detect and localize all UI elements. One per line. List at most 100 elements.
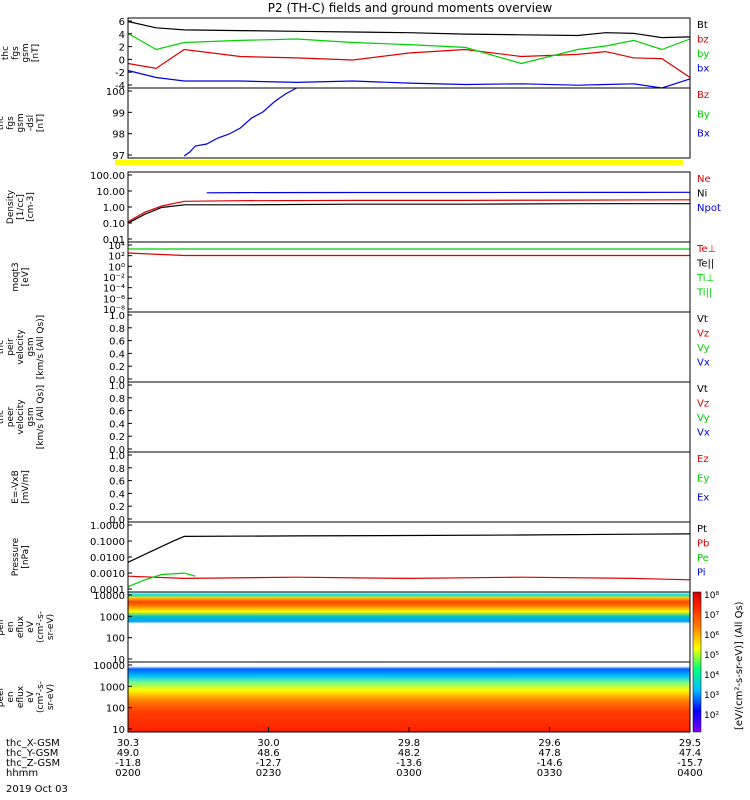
y-axis-label: moqt3 [eV]: [11, 262, 31, 291]
y-tick-label: 0.0100: [90, 553, 125, 564]
x-row-value: -13.6: [396, 758, 422, 769]
legend-entry: Ti||: [696, 288, 712, 299]
x-row-value: 0200: [115, 768, 140, 779]
series-by-p1: [127, 32, 691, 65]
legend-entry: Bt: [697, 20, 708, 31]
y-label-line: eV: [26, 620, 36, 633]
legend-entry: Vx: [697, 358, 710, 369]
x-row-value: 29.8: [398, 738, 420, 749]
panel-6: 1.0 0.8 0.60.4 0.2 0.0 thc peer velocity gsm [km/…: [0, 381, 710, 456]
y-label-line: thc: [1, 46, 11, 60]
y-label-line: E=-VxB: [11, 470, 21, 504]
heatmap-9: [128, 592, 690, 662]
y-label-line: sr-eV): [46, 684, 56, 710]
colorbar-label: [eV/(cm²-s-sr-eV)] (All Qs): [734, 601, 745, 730]
y-axis-label: E=-VxB [mV/m]: [11, 470, 31, 504]
legend-entry: Pi: [697, 568, 706, 579]
y-label-line: [nT]: [31, 44, 41, 62]
series-te-p4: [127, 252, 690, 257]
y-tick-label: -4: [115, 81, 125, 92]
y-label-line: velocity: [16, 399, 26, 435]
y-tick-label: 10⁴: [108, 241, 125, 252]
y-axis-label: thc peer velocity gsm [km/s (All Qs)]: [0, 385, 46, 449]
colorbar-scale: [692, 591, 702, 733]
x-row-value: 48.6: [257, 748, 279, 759]
y-tick-label: 0.0: [109, 445, 125, 456]
legend-entry: bx: [697, 64, 709, 75]
y-tick-label: 0.2: [109, 362, 125, 373]
y-tick-label: 0.8: [109, 324, 125, 335]
y-label-line: velocity: [16, 329, 26, 365]
y-tick-label: 10⁻²: [103, 273, 125, 284]
y-tick-label: -2: [115, 68, 125, 79]
y-tick-label: 0.0: [109, 515, 125, 526]
colorbar-tick: 10⁸: [704, 591, 719, 601]
legend-entry: Te⊥: [696, 244, 716, 255]
y-tick-label: 10⁻⁸: [103, 305, 125, 316]
y-label-line: en: [6, 621, 16, 632]
legend-entry: Ez: [697, 454, 709, 465]
x-row-value: 30.3: [117, 738, 139, 749]
y-label-line: Density: [6, 189, 16, 224]
y-tick-label: 100: [106, 87, 125, 98]
y-tick-label: 0.4: [109, 419, 125, 430]
series-bz-p1: [127, 48, 691, 78]
y-label-line: gsm: [21, 43, 31, 62]
y-axis-label: thc fgs gsm [nT]: [1, 43, 41, 62]
status-bar-yellow: [115, 160, 683, 165]
heatmap-10: [128, 662, 690, 732]
y-label-line: sr-eV): [46, 614, 56, 640]
legend-entry: Npot: [697, 203, 721, 214]
y-tick-label: 0.0010: [90, 569, 125, 580]
y-tick-label: 4: [119, 30, 125, 41]
y-label-line: thc: [0, 410, 6, 424]
x-row-value: 0230: [256, 768, 281, 779]
y-label-line: [nT]: [36, 114, 46, 132]
y-label-line: [km/s (All Qs)]: [36, 315, 46, 379]
y-label-line: [nPa]: [21, 545, 31, 568]
y-tick-label: 10000: [93, 661, 125, 672]
x-row-name: thc_X-GSM: [6, 738, 60, 749]
x-row-value: -12.7: [256, 758, 282, 769]
y-tick-label: 1.0000: [90, 521, 125, 532]
y-tick-label: 10⁰: [108, 262, 125, 273]
panel-2: 100 99 98 97 thc fgs gsm -dsl [nT] Bz By Bx: [0, 87, 710, 162]
y-label-line: moqt3: [11, 262, 21, 291]
y-label-line: [1/cc]: [16, 194, 26, 220]
y-tick-label: 0.8: [109, 464, 125, 475]
date-label: 2019 Oct 03: [6, 784, 68, 795]
y-label-line: gsm: [26, 407, 36, 426]
y-label-line: [km/s (All Qs)]: [36, 385, 46, 449]
y-axis-label: Density [1/cc] [cm-3]: [6, 189, 36, 224]
y-label-line: eflux: [16, 685, 26, 708]
y-label-line: [mV/m]: [21, 470, 31, 504]
y-axis-label: Pressure [nPa]: [11, 537, 31, 576]
y-axis-label: thc peir velocity gsm [km/s (All Qs)]: [0, 315, 46, 379]
x-row-value: 29.5: [679, 738, 701, 749]
y-tick-label: 0.4: [109, 489, 125, 500]
series-pe-p8: [127, 572, 196, 588]
legend-entry: Vt: [697, 384, 708, 395]
legend-entry: Bz: [697, 90, 709, 101]
legend-entry: Vy: [697, 413, 710, 424]
y-tick-label: 0.6: [109, 477, 125, 488]
x-row-name: hhmm: [6, 768, 38, 779]
y-label-line: en: [6, 691, 16, 702]
colorbar-tick: 10⁵: [704, 651, 719, 661]
x-row-name: thc_Y-GSM: [6, 748, 58, 759]
legend-entry: Ne: [697, 174, 711, 185]
x-row-value: 47.8: [538, 748, 560, 759]
panel-8: 1.0000 0.1000 0.0100 0.0010 0.0001 Pressure [n…: [11, 521, 709, 596]
legend-entry: by: [697, 49, 709, 60]
y-tick-label: 0.2: [109, 432, 125, 443]
y-label-line: -dsl: [26, 115, 36, 131]
y-tick-label: 10: [112, 725, 125, 736]
legend-entry: Ey: [697, 473, 709, 484]
series-bx-p1: [127, 69, 691, 89]
y-tick-label: 10⁻⁴: [103, 284, 125, 295]
panel-10: 10000 1000 100 10 thcpeerenefluxeV(cm²-s-sr-…: [0, 661, 691, 736]
y-label-line: gsm: [16, 113, 26, 132]
series-bx-p2: [183, 87, 297, 157]
y-tick-label: 0.1000: [90, 537, 125, 548]
